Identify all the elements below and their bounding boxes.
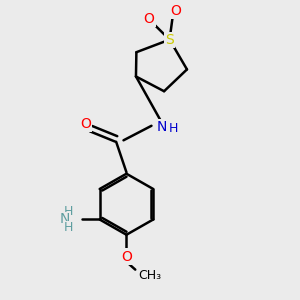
Text: S: S bbox=[165, 33, 174, 46]
Text: O: O bbox=[143, 12, 155, 26]
Text: H: H bbox=[169, 122, 178, 135]
Text: CH₃: CH₃ bbox=[138, 269, 161, 282]
Text: O: O bbox=[170, 4, 181, 18]
Text: N: N bbox=[157, 120, 167, 134]
Text: N: N bbox=[60, 212, 70, 226]
Text: O: O bbox=[80, 117, 91, 131]
Text: O: O bbox=[121, 250, 132, 263]
Text: H: H bbox=[64, 221, 74, 234]
Text: H: H bbox=[64, 205, 74, 218]
